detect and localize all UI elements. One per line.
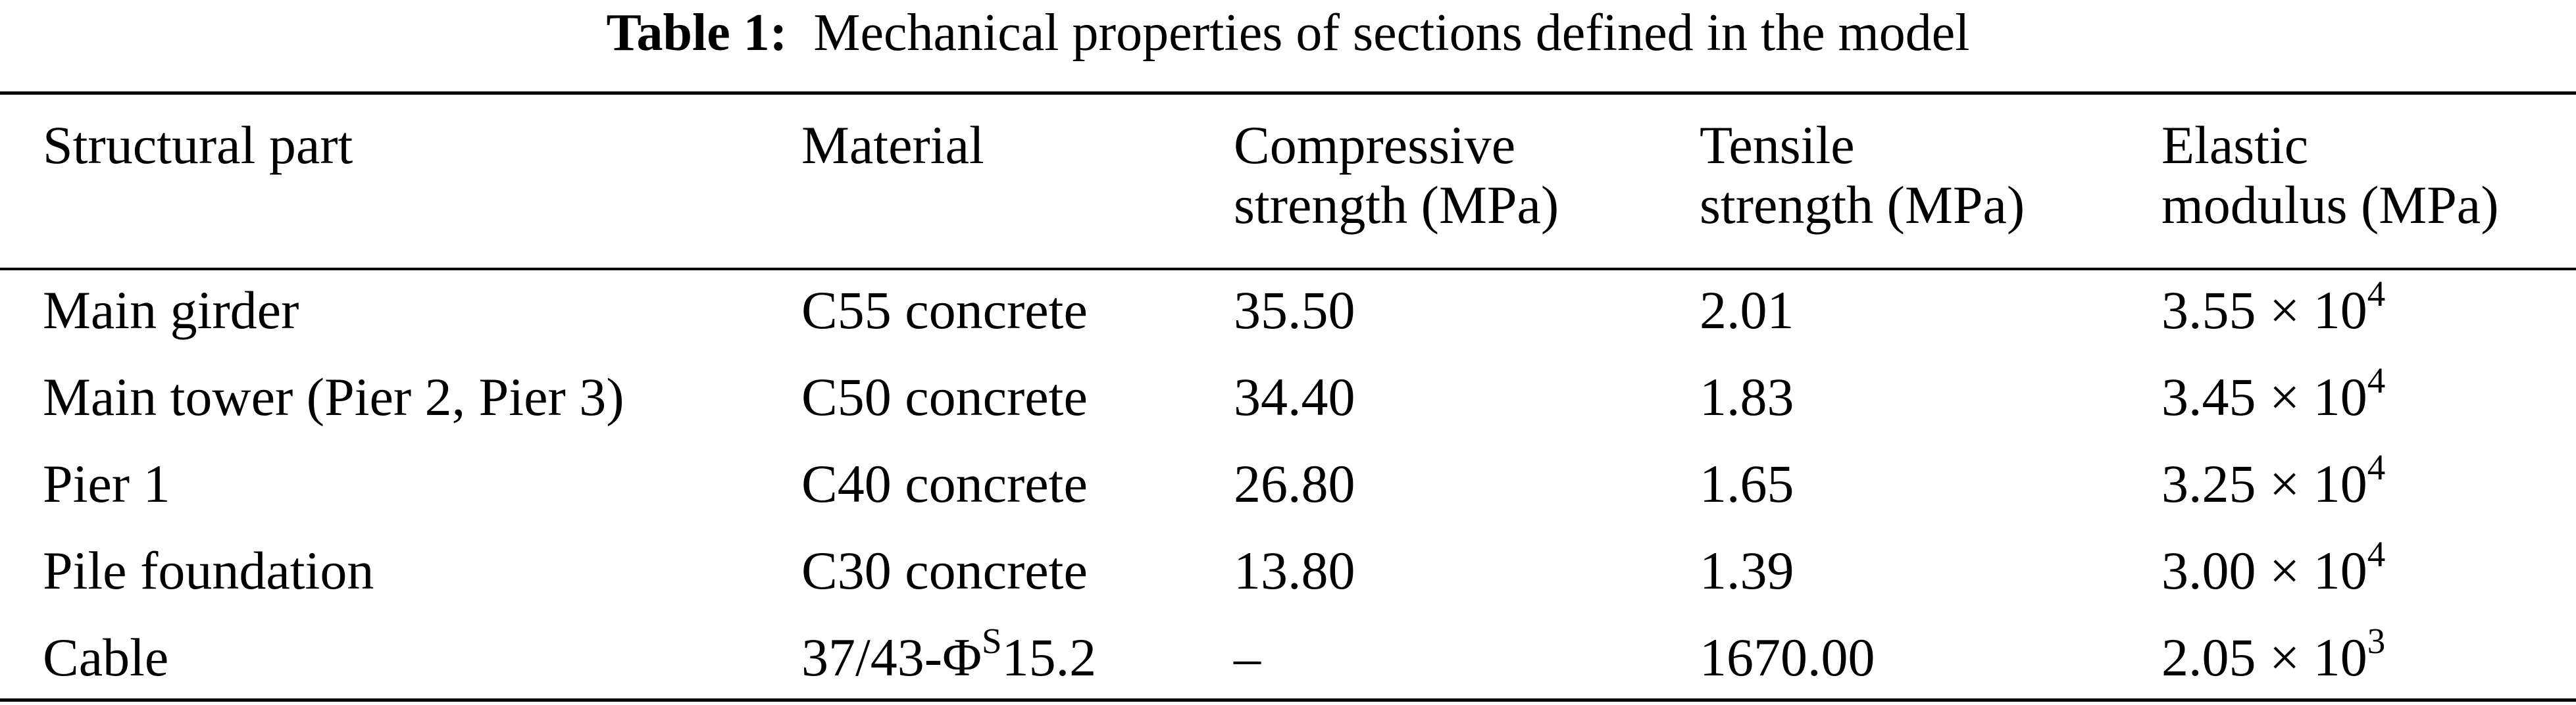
cell-elastic-modulus: 3.25 × 104 bbox=[2161, 447, 2386, 514]
cell-elastic-modulus: 3.00 × 104 bbox=[2161, 533, 2386, 600]
cell-compressive-strength: 26.80 bbox=[1234, 454, 1355, 514]
cell-elastic-modulus: 3.45 × 104 bbox=[2161, 360, 2386, 427]
table-row: Main girder C55 concrete 35.50 2.01 3.55… bbox=[0, 267, 2576, 354]
cell-material: C40 concrete bbox=[801, 454, 1088, 514]
table-header-rule bbox=[0, 268, 2576, 270]
cell-elastic-modulus: 3.55 × 104 bbox=[2161, 273, 2386, 340]
table-bottom-rule bbox=[0, 698, 2576, 702]
cell-compressive-strength: 34.40 bbox=[1234, 367, 1355, 427]
header-elastic-modulus: Elastic modulus (MPa) bbox=[2161, 115, 2499, 235]
header-tensile-strength: Tensile strength (MPa) bbox=[1700, 115, 2025, 235]
cell-tensile-strength: 1.39 bbox=[1700, 541, 1794, 600]
cell-tensile-strength: 1.65 bbox=[1700, 454, 1794, 514]
table-top-rule bbox=[0, 91, 2576, 95]
cell-tensile-strength: 2.01 bbox=[1700, 280, 1794, 340]
table-row: Pier 1 C40 concrete 26.80 1.65 3.25 × 10… bbox=[0, 441, 2576, 527]
cell-material: C50 concrete bbox=[801, 367, 1088, 427]
table-row: Pile foundation C30 concrete 13.80 1.39 … bbox=[0, 527, 2576, 614]
caption-text: Mechanical properties of sections define… bbox=[813, 4, 1970, 62]
header-structural-part: Structural part bbox=[43, 115, 353, 175]
cell-tensile-strength: 1.83 bbox=[1700, 367, 1794, 427]
cell-structural-part: Cable bbox=[43, 627, 169, 687]
header-material: Material bbox=[801, 115, 984, 175]
cell-tensile-strength: 1670.00 bbox=[1700, 627, 1875, 687]
table-caption: Table 1: Mechanical properties of sectio… bbox=[0, 0, 2576, 66]
caption-label: Table 1: bbox=[606, 4, 788, 62]
table-row: Cable 37/43-ΦS15.2 – 1670.00 2.05 × 103 bbox=[0, 614, 2576, 701]
cell-compressive-strength: 35.50 bbox=[1234, 280, 1355, 340]
header-compressive-strength: Compressive strength (MPa) bbox=[1234, 115, 1559, 235]
cell-material: C30 concrete bbox=[801, 541, 1088, 600]
cell-structural-part: Main girder bbox=[43, 280, 299, 340]
cell-structural-part: Pier 1 bbox=[43, 454, 170, 514]
cell-compressive-strength: 13.80 bbox=[1234, 541, 1355, 600]
cell-material: C55 concrete bbox=[801, 280, 1088, 340]
table-row: Main tower (Pier 2, Pier 3) C50 concrete… bbox=[0, 354, 2576, 441]
cell-elastic-modulus: 2.05 × 103 bbox=[2161, 620, 2386, 687]
cell-structural-part: Main tower (Pier 2, Pier 3) bbox=[43, 367, 624, 427]
cell-material: 37/43-ΦS15.2 bbox=[801, 620, 1097, 687]
cell-compressive-strength: – bbox=[1234, 627, 1261, 687]
cell-structural-part: Pile foundation bbox=[43, 541, 374, 600]
